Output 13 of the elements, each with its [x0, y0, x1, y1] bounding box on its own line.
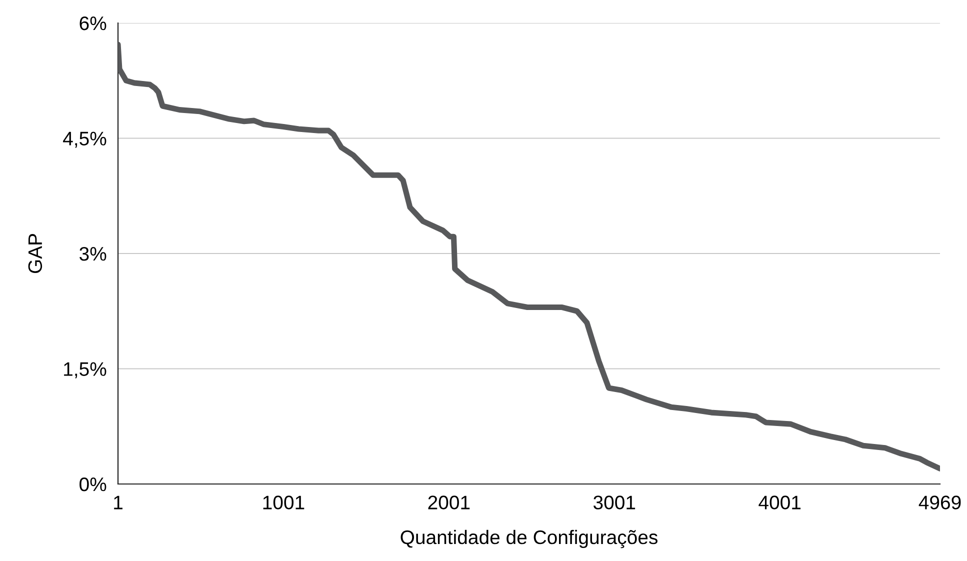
x-tick-label: 4001	[758, 496, 801, 510]
x-axis-title: Quantidade de Configurações	[400, 530, 658, 548]
y-tick-label: 1,5%	[64, 362, 106, 378]
y-tick-label: 6%	[80, 16, 106, 30]
y-tick-label: 0%	[80, 477, 106, 492]
x-tick-label: 2001	[428, 496, 470, 510]
y-tick-label: 3%	[80, 246, 106, 261]
x-tick-label: 1	[114, 496, 122, 510]
y-axis-title: GAP	[28, 234, 42, 274]
x-tick-label: 3001	[593, 496, 636, 510]
y-tick-label: 4,5%	[63, 132, 106, 148]
x-tick-label: 1001	[263, 496, 304, 510]
x-tick-label: 4969	[918, 496, 961, 510]
